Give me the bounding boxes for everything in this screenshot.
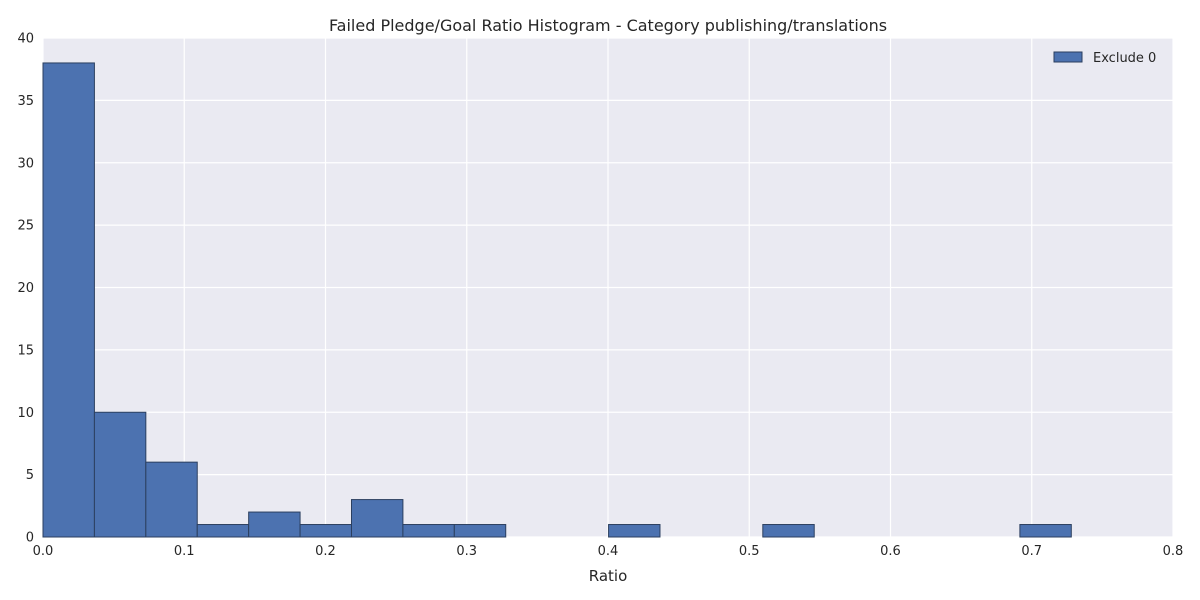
x-tick-label: 0.0 [33, 544, 54, 559]
legend-label: Exclude 0 [1093, 51, 1156, 66]
histogram-bar [608, 524, 661, 538]
histogram-bars [42, 62, 1072, 538]
histogram-bar [350, 499, 404, 538]
y-tick-label: 30 [17, 156, 34, 171]
y-tick-label: 0 [26, 531, 34, 546]
x-tick-label: 0.2 [315, 544, 336, 559]
x-tick-label: 0.1 [174, 544, 195, 559]
legend-swatch [1053, 51, 1083, 63]
grid-lines [42, 37, 1174, 538]
histogram-bar [93, 411, 147, 538]
x-tick-label: 0.5 [739, 544, 760, 559]
histogram-bar [196, 524, 250, 538]
y-tick-label: 15 [17, 343, 34, 358]
x-tick-label: 0.3 [456, 544, 477, 559]
histogram-bar [762, 524, 815, 538]
y-tick-label: 35 [17, 94, 34, 109]
histogram-bar [402, 524, 455, 538]
histogram-bar [1019, 524, 1072, 538]
histogram-bar [453, 524, 507, 538]
y-tick-label: 20 [17, 281, 34, 296]
y-tick-label: 25 [17, 219, 34, 234]
y-tick-label: 40 [17, 32, 34, 47]
x-tick-label: 0.4 [598, 544, 619, 559]
histogram-bar [42, 62, 95, 538]
histogram-bar [145, 461, 198, 538]
histogram-bar [299, 524, 352, 538]
x-tick-label: 0.7 [1021, 544, 1042, 559]
x-axis-ticks: 0.0 0.1 0.2 0.3 0.4 0.5 0.6 0.7 0.8 [33, 544, 1184, 559]
histogram-bar [248, 511, 301, 538]
x-tick-label: 0.8 [1163, 544, 1184, 559]
x-axis-label: Ratio [589, 567, 628, 585]
chart-title: Failed Pledge/Goal Ratio Histogram - Cat… [329, 16, 887, 35]
y-tick-label: 5 [26, 468, 34, 483]
legend: Exclude 0 [1053, 51, 1156, 66]
y-tick-label: 10 [17, 406, 34, 421]
x-tick-label: 0.6 [880, 544, 901, 559]
y-axis-ticks: 0 5 10 15 20 25 30 35 40 [17, 32, 34, 546]
